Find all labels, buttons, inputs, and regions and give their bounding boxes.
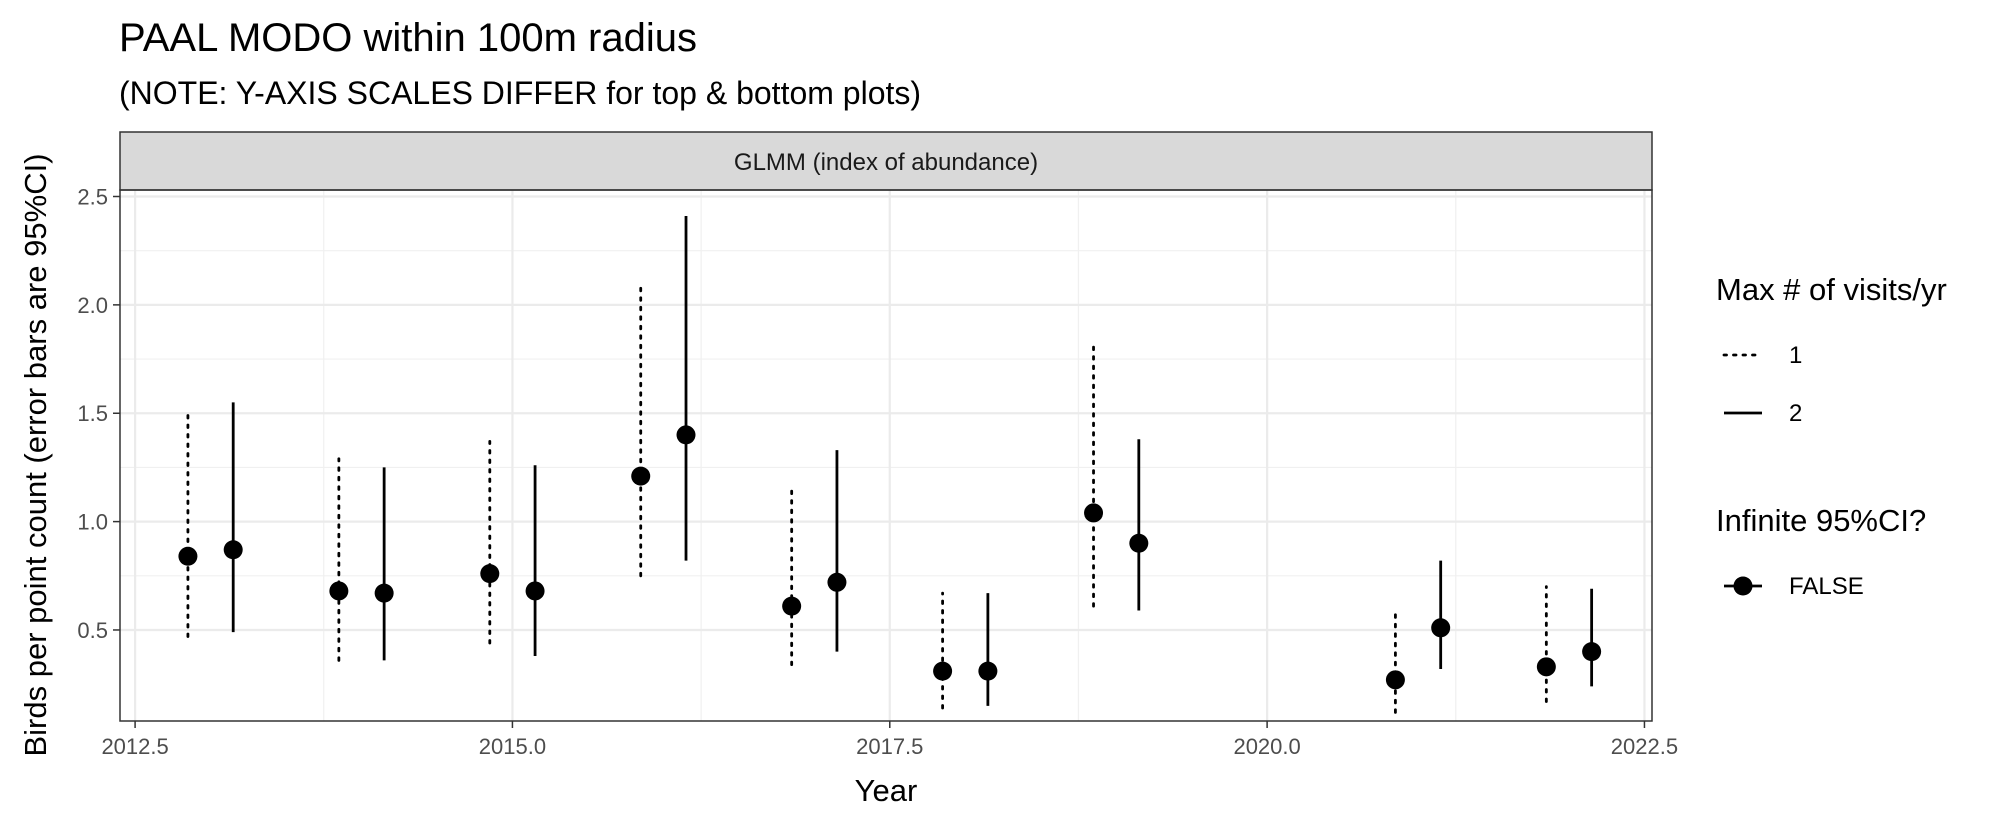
x-tick-label: 2020.0 bbox=[1233, 734, 1300, 759]
legend-label: 1 bbox=[1789, 342, 1802, 369]
axis-ticks: 2012.5 2015.0 2017.5 2020.0 2022.5 0.5 1.0 1.5 2… bbox=[77, 185, 1678, 759]
y-tick-label: 2.5 bbox=[77, 185, 108, 210]
data-point bbox=[480, 564, 500, 584]
data-point bbox=[978, 661, 998, 681]
data-point bbox=[1431, 618, 1451, 638]
x-axis-title: Year bbox=[855, 773, 918, 808]
panel-border bbox=[119, 189, 1653, 722]
legend: Max # of visits/yr 1 2 Infinite 95%CI? FALSE bbox=[1716, 272, 1947, 600]
data-point bbox=[631, 466, 651, 486]
data-point bbox=[374, 583, 394, 603]
data-point bbox=[827, 572, 847, 592]
data-point bbox=[1536, 657, 1556, 677]
legend-label: 2 bbox=[1789, 400, 1802, 427]
data-point bbox=[329, 581, 349, 601]
legend-label: FALSE bbox=[1789, 573, 1864, 600]
data-point bbox=[1582, 642, 1602, 662]
data-point bbox=[1385, 670, 1405, 690]
data-point bbox=[782, 596, 802, 616]
y-axis-title: Birds per point count (error bars are 95… bbox=[18, 153, 53, 756]
grid-layer bbox=[120, 190, 1652, 721]
facet-strip bbox=[119, 131, 1653, 191]
legend-title: Infinite 95%CI? bbox=[1716, 503, 1926, 538]
data-layer bbox=[178, 216, 1602, 714]
data-point bbox=[1129, 533, 1149, 553]
y-tick-label: 0.5 bbox=[77, 618, 108, 643]
legend-title: Max # of visits/yr bbox=[1716, 272, 1947, 307]
data-point bbox=[223, 540, 243, 560]
y-tick-label: 2.0 bbox=[77, 293, 108, 318]
data-point bbox=[178, 546, 198, 566]
data-point bbox=[933, 661, 953, 681]
chart-subtitle: (NOTE: Y-AXIS SCALES DIFFER for top & bo… bbox=[119, 75, 922, 111]
x-tick-label: 2012.5 bbox=[101, 734, 168, 759]
chart-title: PAAL MODO within 100m radius bbox=[119, 16, 697, 60]
x-tick-label: 2017.5 bbox=[856, 734, 923, 759]
facet-strip-label: GLMM (index of abundance) bbox=[734, 149, 1038, 176]
legend-key-point bbox=[1733, 576, 1753, 596]
x-tick-label: 2015.0 bbox=[479, 734, 546, 759]
y-tick-label: 1.5 bbox=[77, 401, 108, 426]
x-tick-label: 2022.5 bbox=[1611, 734, 1678, 759]
y-tick-label: 1.0 bbox=[77, 510, 108, 535]
data-point bbox=[676, 425, 696, 445]
data-point bbox=[525, 581, 545, 601]
data-point bbox=[1084, 503, 1104, 523]
